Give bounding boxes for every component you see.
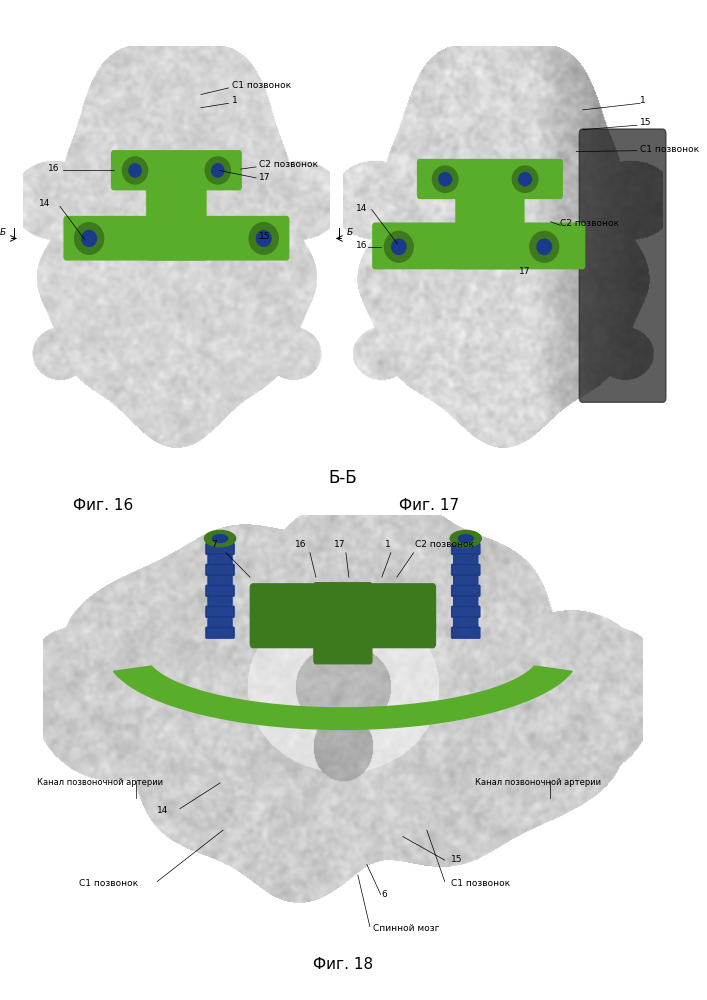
Polygon shape	[114, 666, 572, 729]
Ellipse shape	[204, 530, 235, 547]
Ellipse shape	[249, 223, 279, 254]
FancyBboxPatch shape	[314, 583, 372, 664]
FancyBboxPatch shape	[250, 584, 436, 648]
FancyBboxPatch shape	[112, 151, 241, 190]
Text: 16: 16	[356, 241, 367, 250]
Text: 15: 15	[451, 855, 462, 864]
FancyBboxPatch shape	[206, 627, 234, 638]
Text: 15: 15	[259, 232, 271, 241]
Text: С2 позвонок: С2 позвонок	[560, 219, 619, 228]
FancyBboxPatch shape	[452, 627, 480, 638]
Text: 14: 14	[356, 204, 367, 213]
Ellipse shape	[513, 166, 538, 192]
FancyBboxPatch shape	[454, 554, 478, 565]
Ellipse shape	[458, 535, 473, 542]
Text: Б: Б	[346, 228, 353, 237]
Ellipse shape	[74, 223, 104, 254]
Text: Спинной мозг: Спинной мозг	[373, 924, 439, 933]
FancyBboxPatch shape	[454, 617, 478, 628]
Ellipse shape	[537, 239, 551, 254]
FancyBboxPatch shape	[206, 606, 234, 617]
Text: 1: 1	[385, 540, 391, 549]
FancyBboxPatch shape	[418, 160, 562, 198]
Ellipse shape	[392, 239, 406, 254]
Text: 16: 16	[48, 164, 59, 173]
Text: Канал позвоночной артерии: Канал позвоночной артерии	[37, 778, 163, 787]
Ellipse shape	[213, 535, 228, 542]
Text: 1: 1	[232, 96, 238, 105]
Text: С2 позвонок: С2 позвонок	[259, 160, 318, 169]
Text: 6: 6	[382, 890, 387, 899]
FancyBboxPatch shape	[208, 554, 232, 565]
Ellipse shape	[211, 164, 224, 177]
FancyBboxPatch shape	[579, 129, 666, 402]
FancyBboxPatch shape	[452, 564, 480, 575]
Text: Фиг. 16: Фиг. 16	[73, 498, 134, 513]
Text: С1 позвонок: С1 позвонок	[451, 879, 510, 888]
Text: 7: 7	[211, 540, 217, 549]
FancyBboxPatch shape	[373, 223, 585, 269]
Text: 17: 17	[259, 173, 271, 182]
Ellipse shape	[82, 231, 96, 246]
FancyBboxPatch shape	[454, 575, 478, 586]
Ellipse shape	[433, 166, 458, 192]
Text: 16: 16	[296, 540, 307, 549]
FancyBboxPatch shape	[454, 596, 478, 607]
FancyBboxPatch shape	[206, 585, 234, 596]
Ellipse shape	[530, 231, 559, 262]
Text: С2 позвонок: С2 позвонок	[415, 540, 474, 549]
Ellipse shape	[257, 231, 271, 246]
Text: Фиг. 17: Фиг. 17	[399, 498, 460, 513]
FancyBboxPatch shape	[208, 575, 232, 586]
Ellipse shape	[129, 164, 141, 177]
Text: 17: 17	[334, 540, 346, 549]
Text: Б-Б: Б-Б	[329, 469, 357, 487]
Text: С1 позвонок: С1 позвонок	[232, 81, 291, 90]
FancyBboxPatch shape	[206, 543, 234, 554]
Text: 15: 15	[640, 118, 652, 127]
Text: 14: 14	[39, 199, 50, 208]
Text: 1: 1	[640, 96, 646, 105]
Text: Фиг. 18: Фиг. 18	[312, 957, 373, 972]
Ellipse shape	[439, 173, 452, 186]
Text: Б: Б	[0, 228, 6, 237]
Text: 14: 14	[158, 806, 169, 815]
Ellipse shape	[122, 157, 148, 184]
FancyBboxPatch shape	[208, 596, 232, 607]
FancyBboxPatch shape	[452, 606, 480, 617]
Ellipse shape	[205, 157, 230, 184]
Text: С1 позвонок: С1 позвонок	[79, 879, 139, 888]
FancyBboxPatch shape	[456, 190, 524, 269]
Ellipse shape	[450, 530, 481, 547]
FancyBboxPatch shape	[206, 564, 234, 575]
FancyBboxPatch shape	[208, 617, 232, 628]
Text: 17: 17	[519, 267, 530, 276]
FancyBboxPatch shape	[147, 181, 206, 260]
Ellipse shape	[385, 231, 413, 262]
FancyBboxPatch shape	[452, 543, 480, 554]
Text: С1 позвонок: С1 позвонок	[640, 145, 699, 154]
Text: Канал позвоночной артерии: Канал позвоночной артерии	[474, 778, 601, 787]
FancyBboxPatch shape	[64, 217, 288, 260]
Ellipse shape	[519, 173, 532, 186]
FancyBboxPatch shape	[452, 585, 480, 596]
